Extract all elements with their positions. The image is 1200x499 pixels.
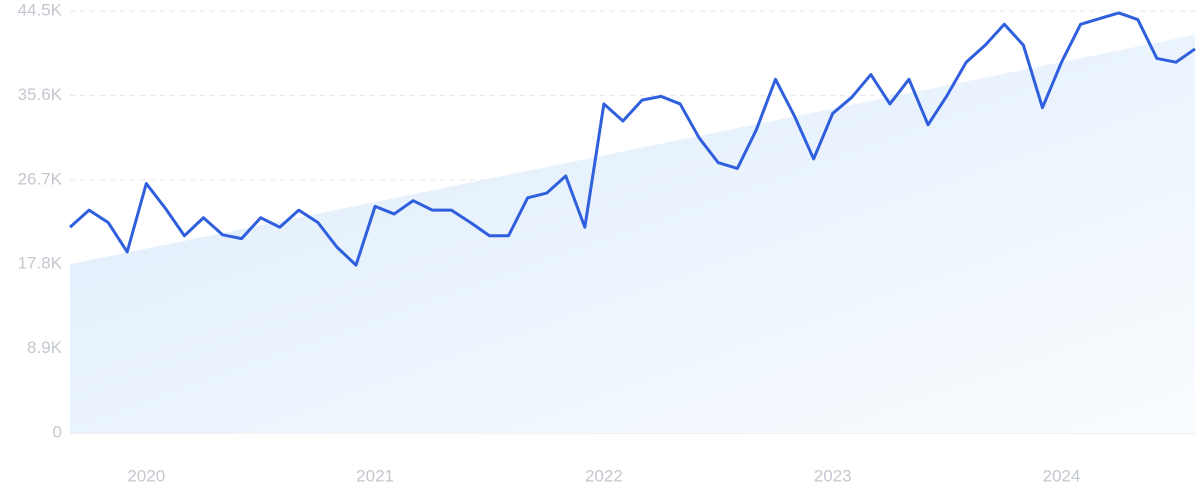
y-tick-label: 26.7K — [18, 169, 63, 188]
trend-area — [70, 34, 1195, 433]
y-tick-label: 8.9K — [27, 338, 63, 357]
x-tick-label: 2021 — [356, 466, 394, 485]
x-tick-label: 2023 — [814, 466, 852, 485]
x-tick-label: 2024 — [1043, 466, 1081, 485]
y-tick-label: 44.5K — [18, 0, 63, 19]
y-tick-label: 35.6K — [18, 85, 63, 104]
x-tick-label: 2020 — [127, 466, 165, 485]
y-tick-label: 17.8K — [18, 254, 63, 273]
y-tick-label: 0 — [53, 422, 62, 441]
x-tick-label: 2022 — [585, 466, 623, 485]
line — [68, 11, 1196, 267]
